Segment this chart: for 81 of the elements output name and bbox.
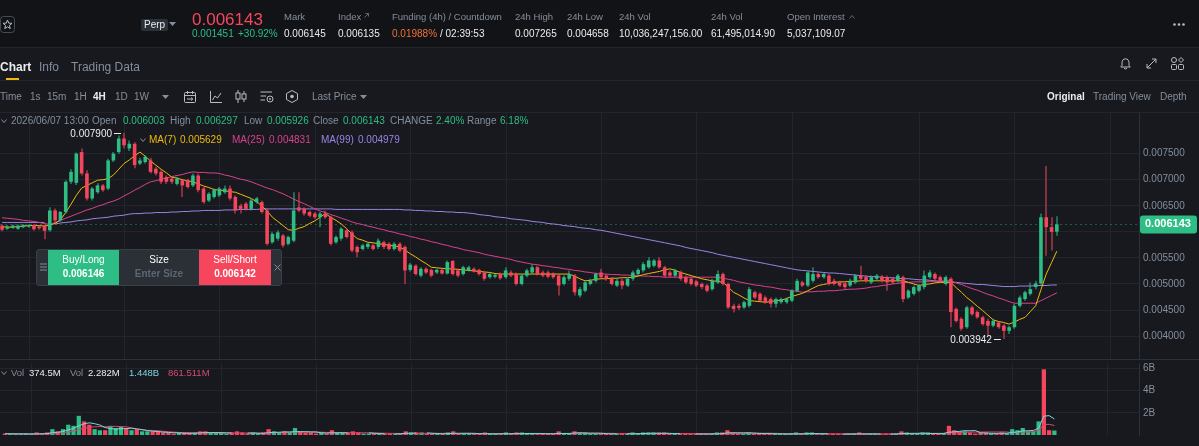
text: Chart (0, 60, 32, 74)
annotation: Close (313, 115, 339, 126)
annotation: 861.511M (168, 367, 210, 379)
annotation: Enter Size (134, 268, 184, 279)
text: 0.006143 (192, 9, 263, 29)
text: Trading Data (71, 60, 140, 74)
text: MA(99) (321, 134, 354, 145)
text: Open Interest (787, 11, 845, 23)
y-tick-label: 0.006500 (1143, 199, 1186, 211)
text: 5,037,109.07 (787, 28, 846, 39)
annotation: 2.40% (436, 115, 465, 126)
annotation: 1.448B (129, 367, 160, 379)
annotation: 6.18% (500, 115, 529, 126)
y-tick-label: 6B (1143, 362, 1156, 374)
text: / 02:39:53 (440, 28, 485, 39)
annotation: 0.006003 (123, 115, 165, 126)
annotation: 0.007900 (70, 128, 113, 140)
annotation: Open (92, 115, 117, 126)
text: Time (0, 91, 22, 102)
annotation: 0.004831 (269, 134, 311, 145)
annotation: Vol (70, 367, 84, 379)
text: 0.006135 (338, 28, 380, 39)
annotation: 0.005926 (267, 115, 309, 126)
text: 0.01988% (392, 28, 438, 39)
text: 61,495,014.90 (711, 28, 775, 39)
annotation: Vol (11, 367, 25, 379)
y-tick-label: 2B (1143, 406, 1156, 418)
text: 0.004658 (567, 28, 609, 39)
text: Info (39, 60, 60, 74)
sell-button: Sell/Short 0.006142 (199, 250, 271, 285)
text: 10,036,247,156.00 (619, 28, 703, 39)
text: 4H (93, 91, 106, 102)
annotation: 0.004979 (358, 134, 400, 145)
text: 24h High (515, 11, 554, 23)
text: +30.92% (238, 28, 278, 39)
annotation: Size (149, 254, 169, 265)
y-tick-label: 0.007500 (1143, 147, 1186, 159)
annotation: 0.006146 (62, 268, 105, 279)
text: Original (1047, 91, 1085, 102)
annotation: 374.5M (29, 367, 61, 379)
annotation: Low (244, 115, 263, 126)
text: Index (338, 11, 362, 23)
y-tick-label: 0.005000 (1143, 277, 1186, 289)
y-tick-label: 4B (1143, 384, 1156, 396)
text: 1s (30, 91, 41, 102)
y-tick-label: 0.004000 (1143, 329, 1186, 341)
annotation: 0.006143 (343, 115, 385, 126)
y-tick-label: 0.005500 (1143, 251, 1186, 263)
annotation: 2026/06/07 13:00 (11, 115, 89, 126)
text: Perp (141, 19, 169, 31)
annotation: 0.006142 (214, 268, 256, 279)
annotation: CHANGE (390, 115, 433, 126)
text: MA(25) (232, 134, 265, 145)
text: 0.006145 (284, 28, 326, 39)
annotation: 0.005629 (180, 134, 222, 145)
series-label: MA(7) (149, 134, 177, 145)
y-tick-label: 0.007000 (1143, 173, 1186, 185)
text: 1D (115, 91, 128, 102)
text: Mark (284, 11, 306, 23)
annotation: Buy/Long (62, 254, 105, 265)
annotation: Sell/Short (213, 254, 257, 265)
text: 1W (134, 91, 149, 102)
text: Last Price (312, 91, 357, 102)
annotation: High (170, 115, 191, 126)
y-tick-label: 0.004500 (1143, 303, 1186, 315)
annotation: 0.003942 (950, 334, 993, 346)
annotation: Range (467, 115, 497, 126)
text: 0.001451 (192, 28, 234, 39)
text: 1H (74, 91, 87, 102)
text: 24h Vol (711, 11, 743, 23)
text: 24h Vol (619, 11, 651, 23)
text: Funding (4h) / Countdown (392, 11, 502, 23)
text: 0.006143 (1145, 217, 1191, 230)
annotation: 0.006297 (196, 115, 238, 126)
text: Trading View (1093, 91, 1151, 102)
annotation: 2.282M (88, 367, 120, 379)
buy-button: Buy/Long 0.006146 (48, 250, 119, 285)
text: 24h Low (567, 11, 603, 23)
text: 15m (47, 91, 67, 102)
text: 0.007265 (515, 28, 557, 39)
text: Depth (1160, 91, 1187, 102)
